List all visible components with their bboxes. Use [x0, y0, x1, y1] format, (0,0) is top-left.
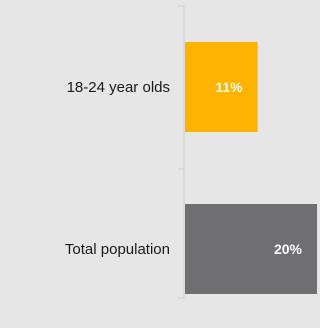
category-label-1: Total population — [65, 241, 170, 258]
bar-marks: 18-24 year olds 11% Total population 20% — [65, 42, 317, 294]
category-label-0: 18-24 year olds — [67, 79, 170, 96]
bar-1 — [185, 204, 317, 294]
value-label-0: 11% — [215, 79, 243, 95]
value-label-1: 20% — [274, 241, 303, 257]
bar-0 — [185, 42, 258, 132]
